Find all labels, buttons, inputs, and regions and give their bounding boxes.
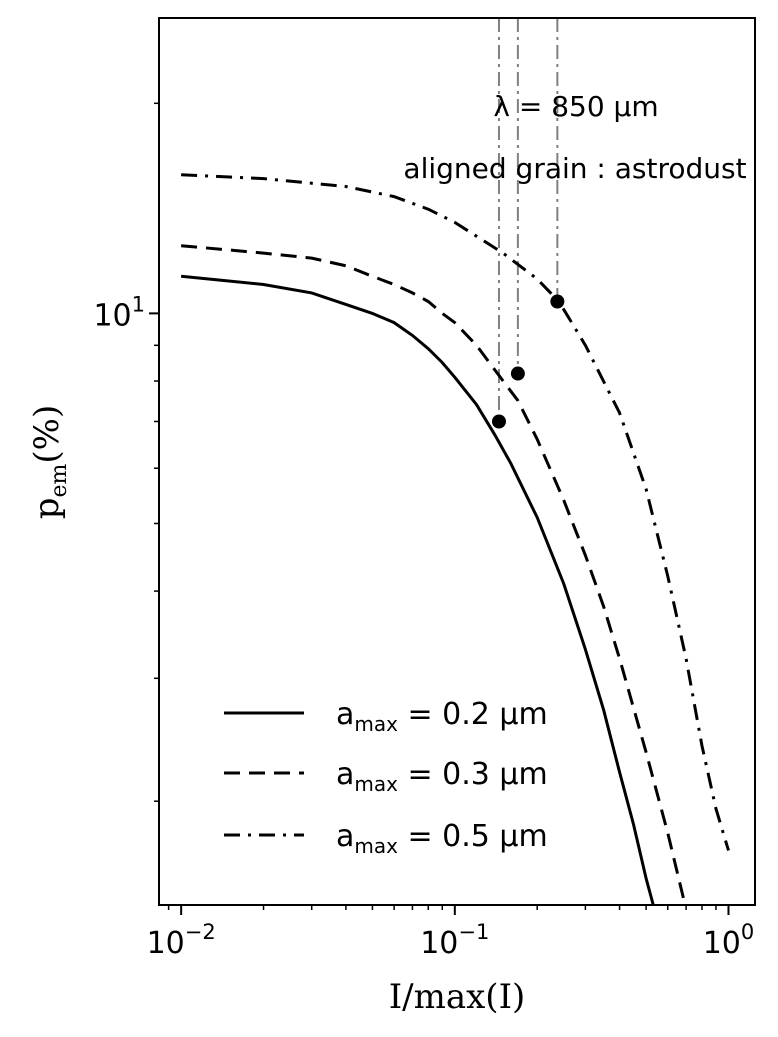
y-axis-label-sub: em: [47, 463, 72, 497]
data-point-marker: [492, 414, 506, 428]
annotation-wavelength: λ = 850 μm: [493, 90, 658, 123]
data-point-marker: [550, 294, 564, 308]
x-axis-label: I/max(I): [389, 977, 526, 1017]
annotation-grain: aligned grain : astrodust: [403, 152, 746, 185]
data-point-marker: [511, 367, 525, 381]
y-axis-label-main: p: [27, 497, 67, 519]
y-axis-label: pem(%): [27, 405, 72, 520]
y-axis-label-unit: (%): [27, 405, 67, 464]
